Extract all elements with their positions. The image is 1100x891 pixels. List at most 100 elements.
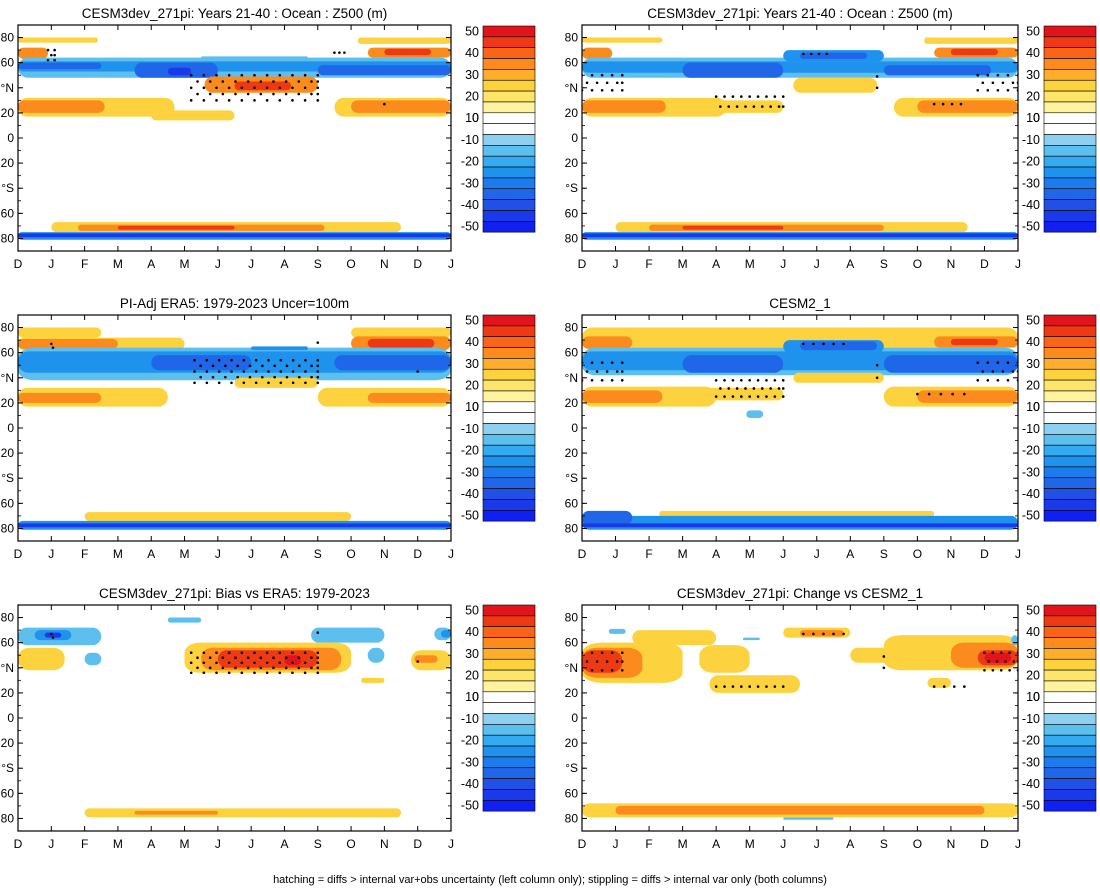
- x-tick-label: J: [613, 547, 619, 561]
- contour-region: [984, 652, 1012, 663]
- stipple-dot: [205, 370, 209, 373]
- stipple-dot: [215, 86, 218, 90]
- y-tick-label: 60: [1, 346, 15, 360]
- contour-region: [84, 652, 102, 666]
- stipple-dot: [748, 685, 751, 688]
- x-tick-label: J: [448, 547, 454, 561]
- panel-title: CESM2_1: [769, 296, 831, 311]
- colorbar-label: 30: [1026, 357, 1040, 371]
- colorbar-bin: [1043, 336, 1097, 348]
- stipple-dot: [620, 378, 624, 382]
- x-tick-label: M: [678, 837, 688, 851]
- stipple-dot: [202, 671, 206, 675]
- contour-region: [357, 37, 451, 44]
- stipple-dot: [310, 375, 313, 379]
- x-tick-label: J: [780, 547, 786, 561]
- x-tick-label: A: [712, 837, 720, 851]
- colorbar-bin: [1043, 36, 1097, 48]
- stipple-dot: [316, 92, 320, 96]
- colorbar-bin: [482, 626, 536, 638]
- stipple-dot: [996, 361, 1000, 365]
- x-tick-label: J: [814, 837, 820, 851]
- stipple-dot: [781, 395, 785, 398]
- stipple-dot: [383, 102, 386, 106]
- stipple-dot: [316, 99, 320, 102]
- colorbar-label: -30: [1022, 755, 1040, 769]
- colorbar-label: 0: [1033, 400, 1040, 414]
- stipple-dot: [740, 685, 743, 688]
- stipple-dot: [265, 99, 269, 102]
- colorbar-label: -30: [1022, 176, 1040, 190]
- stipple-dot: [285, 364, 289, 368]
- stipple-dot: [284, 666, 288, 670]
- stipple-dot: [278, 651, 282, 655]
- stipple-dot: [50, 632, 53, 636]
- colorbar-bin: [482, 347, 536, 359]
- y-tick-label: 20: [1, 396, 15, 410]
- colorbar-label: 30: [1026, 68, 1040, 82]
- stipple-dot: [304, 370, 307, 373]
- stipple-dot: [240, 73, 244, 77]
- contour-region: [18, 327, 102, 338]
- stipple-dot: [224, 364, 227, 368]
- stipple-dot: [600, 88, 604, 92]
- y-tick-label: °N: [565, 371, 578, 385]
- stipple-dot: [343, 51, 346, 54]
- stipple-dot: [50, 342, 53, 346]
- stipple-dot: [999, 668, 1003, 672]
- stipple-dot: [585, 81, 589, 85]
- stipple-dot: [236, 364, 239, 368]
- colorbar-bin: [1043, 724, 1097, 736]
- stipple-dot: [765, 378, 768, 382]
- colorbar-bin: [482, 123, 536, 135]
- stipple-dot: [875, 75, 879, 78]
- stipple-dot: [215, 661, 218, 665]
- stipple-dot: [416, 370, 419, 373]
- panel-6: CESM3dev_271pi: Change vs CESM2_1 D J F M A M J…: [565, 586, 1021, 851]
- colorbar-bin: [1043, 778, 1097, 790]
- x-tick-label: M: [113, 837, 123, 851]
- colorbar-label: 40: [465, 335, 479, 349]
- y-tick-label: 20: [565, 156, 579, 170]
- colorbar-label: -10: [461, 422, 479, 436]
- x-tick-label: D: [980, 257, 989, 271]
- stipple-dot: [316, 341, 320, 344]
- stipple-dot: [991, 668, 995, 672]
- x-tick-label: J: [814, 257, 820, 271]
- y-tick-label: °S: [565, 471, 578, 485]
- stipple-dot: [208, 666, 212, 670]
- colorbar-bin: [1043, 25, 1097, 38]
- colorbar-label: 20: [1026, 90, 1040, 104]
- colorbar-bin: [482, 358, 536, 370]
- contour-region: [615, 805, 985, 815]
- y-tick-label: 60: [565, 346, 579, 360]
- colorbar-label: 50: [465, 24, 479, 38]
- colorbar: 50 40 30 20 100 -10 -20 -30 -40 -50: [461, 24, 536, 234]
- x-tick-label: D: [14, 547, 23, 561]
- colorbar-label: -50: [1022, 220, 1040, 234]
- colorbar-bin: [482, 188, 536, 200]
- stipple-dot: [215, 99, 218, 102]
- stipple-dot: [310, 80, 313, 83]
- x-tick-label: O: [913, 257, 922, 271]
- colorbar-bin: [482, 499, 536, 511]
- stipple-dot: [242, 381, 246, 385]
- colorbar-label: -20: [1022, 444, 1040, 458]
- y-tick-label: 0: [571, 421, 578, 435]
- stipple-dot: [316, 656, 320, 660]
- stipple-dot: [230, 370, 233, 373]
- colorbar-label: 40: [1026, 46, 1040, 60]
- stipple-dot: [995, 660, 999, 663]
- colorbar-bin: [1043, 626, 1097, 638]
- stipple-dot: [217, 381, 221, 385]
- stipple-dot: [291, 73, 294, 77]
- stipple-dot: [832, 632, 835, 636]
- panel-title: CESM3dev_271pi: Change vs CESM2_1: [677, 586, 923, 601]
- contour-region: [18, 233, 451, 238]
- y-tick-label: 20: [565, 396, 579, 410]
- y-tick-label: 80: [1, 811, 15, 825]
- stipple-dot: [822, 632, 825, 636]
- x-tick-label: A: [280, 547, 288, 561]
- stipple-dot: [227, 86, 231, 90]
- stipple-dot: [240, 661, 244, 665]
